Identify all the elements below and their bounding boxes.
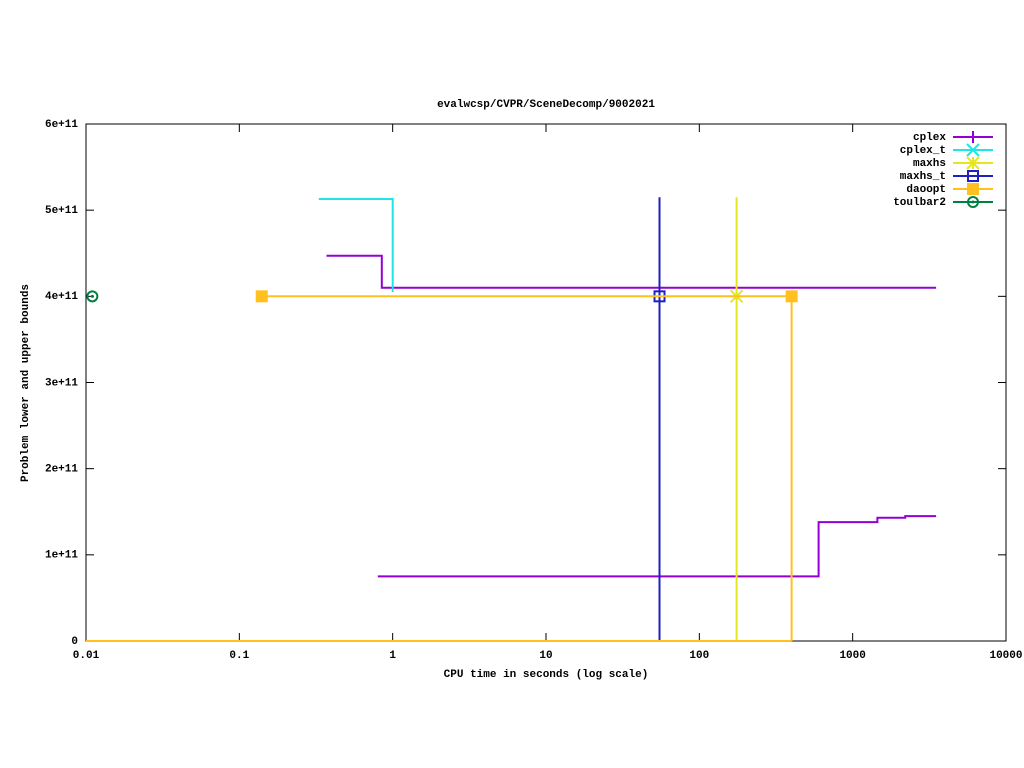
legend-label: daoopt — [906, 184, 946, 196]
y-tick-label: 3e+11 — [45, 377, 78, 389]
x-tick-label: 10000 — [989, 650, 1022, 662]
legend-label: maxhs_t — [900, 171, 946, 183]
marker-part — [967, 170, 979, 182]
marker — [966, 156, 980, 170]
legend-label: cplex — [913, 132, 946, 144]
x-tick-label: 10 — [539, 650, 552, 662]
y-axis-label: Problem lower and upper bounds — [20, 284, 32, 482]
y-tick-label: 0 — [71, 636, 78, 648]
marker-part — [971, 200, 975, 204]
marker-part — [967, 196, 979, 208]
marker — [967, 131, 979, 143]
x-axis-label: CPU time in seconds (log scale) — [444, 669, 649, 681]
marker-part — [785, 290, 798, 303]
marker-part — [966, 143, 980, 157]
x-tick-label: 100 — [689, 650, 709, 662]
legend-label: cplex_t — [900, 145, 946, 157]
x-tick-label: 0.01 — [73, 650, 100, 662]
marker — [785, 290, 798, 303]
marker-part — [255, 290, 268, 303]
marker — [966, 143, 980, 157]
marker — [967, 183, 979, 195]
x-tick-label: 1000 — [839, 650, 865, 662]
series-line — [318, 198, 394, 292]
marker — [967, 170, 979, 182]
y-tick-label: 5e+11 — [45, 205, 78, 217]
marker — [255, 290, 268, 303]
marker-part — [966, 156, 980, 170]
x-tick-label: 1 — [389, 650, 396, 662]
marker-part — [967, 183, 979, 195]
x-tick-label: 0.1 — [229, 650, 249, 662]
legend-label: toulbar2 — [893, 197, 946, 209]
chart-title: evalwcsp/CVPR/SceneDecomp/9002021 — [437, 99, 655, 111]
marker — [86, 290, 99, 303]
marker-part — [90, 294, 94, 298]
marker — [967, 196, 979, 208]
marker-part — [86, 290, 99, 303]
y-tick-label: 6e+11 — [45, 119, 78, 131]
y-tick-label: 2e+11 — [45, 464, 78, 476]
y-tick-label: 1e+11 — [45, 550, 78, 562]
legend-label: maxhs — [913, 158, 946, 170]
y-tick-label: 4e+11 — [45, 291, 78, 303]
